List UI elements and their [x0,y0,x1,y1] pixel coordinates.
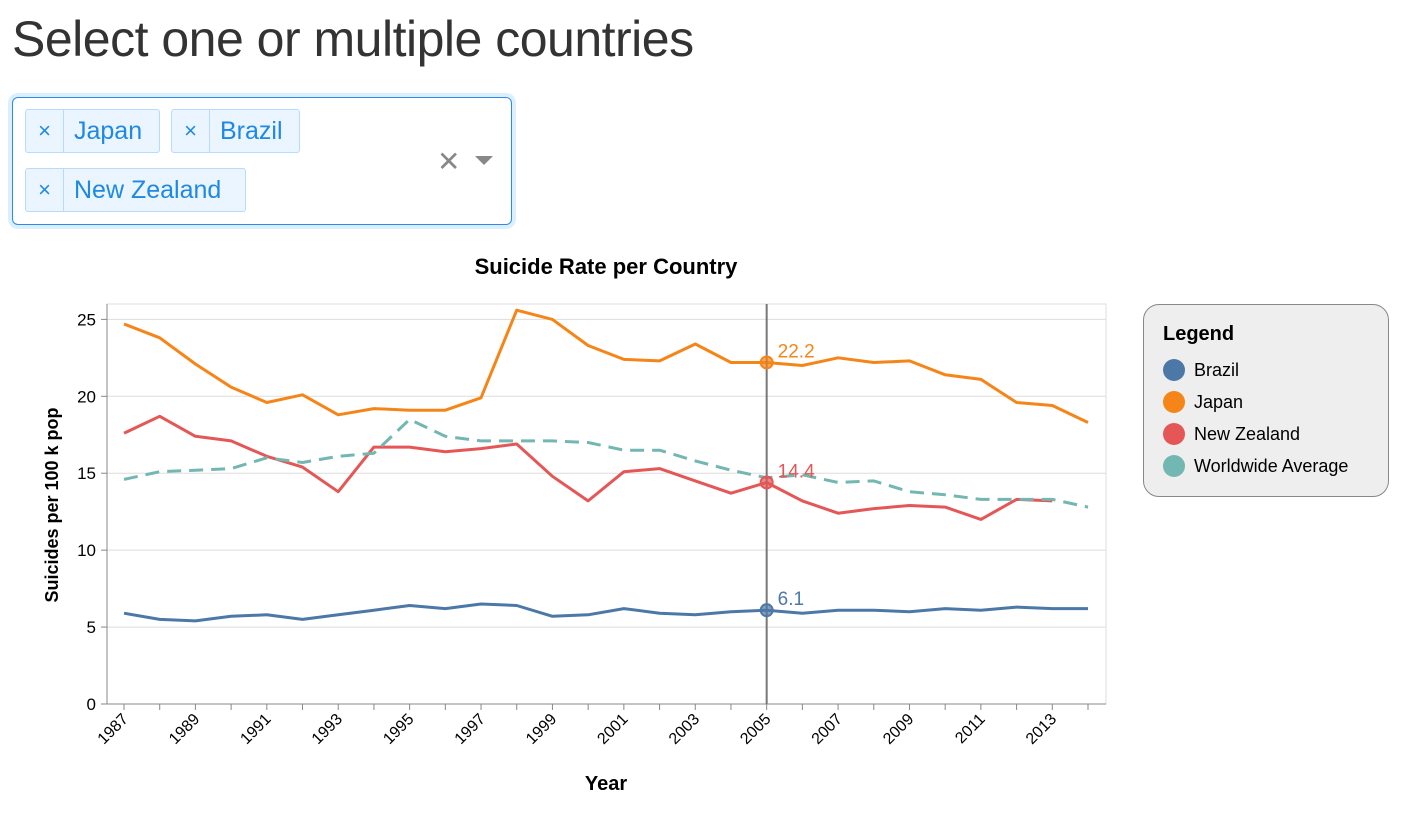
x-tick-label: 1997 [452,711,489,748]
selected-tag-brazil: × Brazil [171,109,300,153]
y-tick-label: 20 [77,387,96,406]
tag-label-brazil: Brazil [220,116,283,145]
x-tick-label: 1989 [166,711,203,748]
hover-point-japan [759,355,774,370]
hover-value-new-zealand: 14.4 [778,461,815,482]
country-multiselect[interactable]: × Japan × Brazil × New Zealand ✕ [12,97,512,225]
selected-tag-japan: × Japan [25,109,160,153]
x-tick-label: 1993 [309,711,346,748]
chart-title: Suicide Rate per Country [475,254,739,279]
x-tick-label: 1995 [380,711,417,748]
tag-label-japan: Japan [74,116,143,145]
series-layer [123,308,1089,623]
y-tick-label: 5 [87,618,96,637]
legend-swatch-japan [1163,391,1185,413]
x-tick-label: 2007 [809,711,846,748]
x-tick-label: 2001 [594,711,631,748]
legend-swatch-worldwide-average [1163,455,1185,477]
legend-label-worldwide-average: Worldwide Average [1194,455,1349,476]
x-tick-label: 1987 [95,711,132,748]
axes: 0 5 10 15 20 25 1987 1989 1991 1993 1995 1997 1999 20… [77,304,1106,748]
legend-title: Legend [1163,323,1235,345]
series-line-japan [123,308,1089,424]
legend-swatch-brazil [1163,359,1185,381]
x-tick-label: 2009 [880,711,917,748]
remove-brazil-button[interactable]: × [172,110,210,152]
legend-label-new-zealand: New Zealand [1194,423,1301,444]
legend: Legend Brazil Japan New Zealand Worldwid… [1143,304,1389,497]
grid-layer [106,303,1107,705]
x-tick-label: 2011 [952,711,988,747]
remove-japan-button[interactable]: × [26,110,64,152]
clear-all-icon[interactable]: ✕ [437,146,461,177]
x-tick-label: 1999 [523,711,560,748]
legend-item-new-zealand[interactable]: New Zealand [1163,418,1388,450]
series-line-new-zealand [123,414,1053,521]
hover-point-brazil [759,603,774,618]
y-tick-label: 10 [77,541,96,560]
x-axis-title: Year [585,773,627,795]
x-tick-label: 1991 [237,711,274,748]
hover-layer: 22.2 14.4 6.1 [759,304,815,704]
plot-frame [106,303,1107,705]
hover-value-japan: 22.2 [778,341,815,362]
y-tick-label: 15 [77,464,96,483]
x-tick-label: 2003 [666,711,703,748]
legend-swatch-new-zealand [1163,423,1185,445]
hover-value-brazil: 6.1 [778,589,804,610]
page-heading: Select one or multiple countries [12,11,694,67]
x-tick-label: 2013 [1023,711,1060,748]
y-tick-label: 25 [77,310,96,329]
legend-item-worldwide-average[interactable]: Worldwide Average [1163,450,1388,482]
legend-item-brazil[interactable]: Brazil [1163,354,1388,386]
remove-new-zealand-button[interactable]: × [26,169,64,211]
y-axis-title: Suicides per 100 k pop [42,407,62,602]
selected-tag-new-zealand: × New Zealand [25,168,246,212]
tag-label-new-zealand: New Zealand [74,175,222,204]
dropdown-arrow-icon[interactable] [475,156,493,165]
x-tick-label: 2005 [737,711,774,748]
legend-item-japan[interactable]: Japan [1163,386,1388,418]
hover-point-new-zealand [759,475,774,490]
legend-label-brazil: Brazil [1194,359,1240,380]
legend-label-japan: Japan [1194,391,1244,412]
series-line-worldwide-average [123,417,1089,509]
y-tick-label: 0 [87,695,96,714]
series-line-brazil [123,602,1088,623]
